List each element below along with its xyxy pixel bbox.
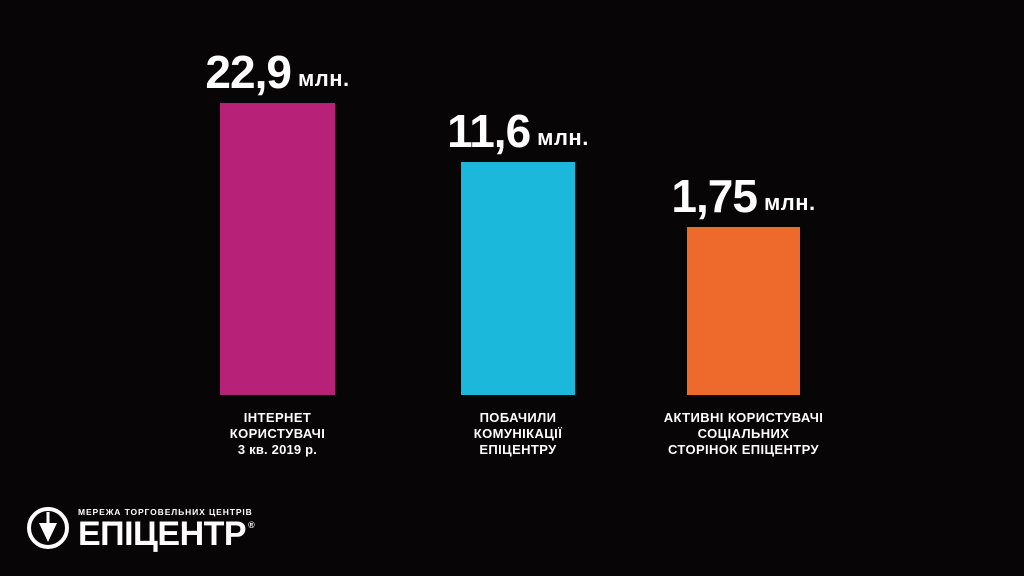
bar-category-line-3c: СТОРІНОК ЕПІЦЕНТРУ <box>667 441 820 457</box>
bar-group-2: 11,6 млн. ПОБАЧИЛИ КОМУНІКАЦІЇ ЕПІЦЕНТРУ <box>447 0 588 480</box>
bar-category-line-2a: ПОБАЧИЛИ <box>479 410 557 425</box>
bar-value-label-2: 11,6 млн. <box>447 108 589 154</box>
epicentr-logo-wordmark: ЕПІЦЕНТР <box>78 515 247 554</box>
bar-category-line-1b: КОРИСТУВАЧІ <box>229 425 326 441</box>
epicentr-logo-tagline: МЕРЕЖА ТОРГОВЕЛЬНИХ ЦЕНТРІВ <box>78 507 253 518</box>
bar-unit-2: млн. <box>537 125 589 150</box>
bar-group-3: 1,75 млн. АКТИВНІ КОРИСТУВАЧІ СОЦІАЛЬНИХ … <box>664 0 823 480</box>
bar-category-line-2c: ЕПІЦЕНТРУ <box>479 441 557 457</box>
bar-unit-3: млн. <box>763 190 816 215</box>
bar-category-label-3: АКТИВНІ КОРИСТУВАЧІ СОЦІАЛЬНИХ СТОРІНОК … <box>614 410 874 458</box>
epicentr-logo-text: МЕРЕЖА ТОРГОВЕЛЬНИХ ЦЕНТРІВ ЕПІЦЕНТР ® <box>78 505 255 554</box>
bar-chart: 22,9 млн. ІНТЕРНЕТ КОРИСТУВАЧІ 3 кв. 2019… <box>205 0 823 480</box>
bar-category-line-1a: ІНТЕРНЕТ <box>243 410 312 425</box>
registered-trademark-icon: ® <box>248 520 255 531</box>
bar-category-label-1: ІНТЕРНЕТ КОРИСТУВАЧІ 3 кв. 2019 р. <box>148 410 408 458</box>
bar-rect-2[interactable] <box>461 162 575 395</box>
bar-unit-1: млн. <box>297 66 350 91</box>
bar-group-1: 22,9 млн. ІНТЕРНЕТ КОРИСТУВАЧІ 3 кв. 2019… <box>205 0 349 480</box>
bar-rect-3[interactable] <box>687 227 800 395</box>
epicentr-logo: МЕРЕЖА ТОРГОВЕЛЬНИХ ЦЕНТРІВ ЕПІЦЕНТР ® <box>26 500 255 556</box>
bar-value-3: 1,75 <box>671 170 758 222</box>
epicentr-logo-wordmark-row: ЕПІЦЕНТР ® <box>78 515 255 554</box>
bar-category-line-3a: АКТИВНІ КОРИСТУВАЧІ <box>663 410 824 425</box>
bar-value-1: 22,9 <box>205 46 292 98</box>
bar-rect-1[interactable] <box>220 103 335 395</box>
bar-value-label-3: 1,75 млн. <box>671 173 815 219</box>
bar-category-label-2: ПОБАЧИЛИ КОМУНІКАЦІЇ ЕПІЦЕНТРУ <box>388 410 648 458</box>
bar-category-line-2b: КОМУНІКАЦІЇ <box>473 425 563 441</box>
bar-category-line-3b: СОЦІАЛЬНИХ <box>697 425 790 441</box>
bar-value-label-1: 22,9 млн. <box>205 49 349 95</box>
epicentr-logo-icon <box>26 506 70 550</box>
bar-value-2: 11,6 <box>447 105 531 157</box>
bar-category-line-1c: 3 кв. 2019 р. <box>237 441 318 457</box>
